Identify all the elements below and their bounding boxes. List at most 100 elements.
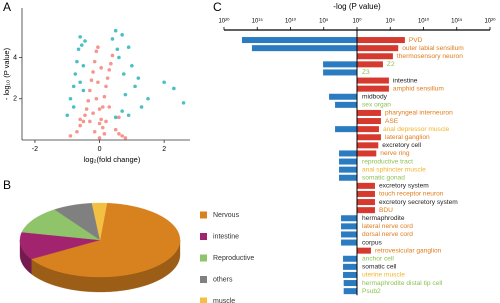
point [100, 105, 105, 109]
point [107, 105, 112, 109]
point [110, 53, 115, 58]
point [88, 119, 92, 124]
bar [343, 263, 357, 270]
point [94, 96, 99, 101]
bar [343, 280, 357, 287]
point [117, 55, 121, 60]
bar [357, 207, 375, 214]
x-tick-label: 10¹⁰ [285, 18, 297, 25]
bar [341, 215, 357, 222]
x-tick-label: 10¹⁵ [451, 18, 463, 25]
category-label: outer labial sensillum [402, 45, 464, 52]
legend-label: muscle [213, 298, 235, 303]
bar [357, 45, 399, 52]
point [113, 115, 118, 120]
category-label: lateral nerve cord [362, 223, 413, 230]
point [113, 127, 118, 132]
point [81, 88, 86, 93]
point [75, 129, 79, 134]
point [81, 119, 86, 124]
point [97, 121, 102, 126]
category-label: thermosensory neuron [397, 53, 463, 60]
point [181, 101, 186, 105]
point [73, 72, 78, 76]
point [110, 37, 115, 41]
bar [335, 101, 357, 108]
point [104, 84, 108, 89]
point [102, 94, 107, 99]
point [162, 80, 166, 85]
point [102, 132, 107, 136]
x-tick-label: 10⁵ [319, 18, 329, 25]
bar [339, 150, 357, 157]
panel-label: B [3, 178, 11, 192]
point [71, 105, 76, 109]
point [71, 84, 76, 89]
category-label: anchor cell [362, 256, 394, 263]
category-label: pharyngeal interneuron [385, 110, 453, 117]
point [83, 39, 87, 43]
point [126, 113, 131, 118]
category-label: corpus [362, 239, 382, 246]
point [117, 132, 121, 136]
bar [335, 126, 357, 133]
x-tick-label: 10⁵ [386, 18, 396, 25]
point [99, 66, 103, 70]
x-tick-label: 10¹⁵ [252, 18, 264, 25]
point [92, 129, 97, 134]
bar [357, 126, 379, 133]
bar [323, 69, 357, 76]
pie-slice [31, 202, 181, 278]
point [123, 136, 128, 140]
bar [339, 166, 357, 173]
point [130, 63, 134, 68]
legend-swatch [200, 233, 207, 240]
bar [357, 37, 405, 44]
category-label: touch receptor neuron [379, 191, 444, 198]
point [123, 92, 128, 97]
point [75, 59, 79, 64]
bar [357, 85, 389, 92]
bar [339, 158, 357, 165]
point [172, 86, 176, 91]
point [78, 35, 82, 39]
point [78, 80, 82, 85]
point [83, 113, 87, 118]
y-tick-label: 4 [13, 54, 17, 61]
y-tick-label: 2 [13, 96, 17, 103]
point [120, 33, 124, 37]
category-label: reproductive tract [362, 158, 413, 165]
point [96, 45, 100, 49]
point [84, 107, 89, 111]
point [68, 134, 73, 138]
category-label: PVD [409, 37, 423, 44]
point [120, 109, 124, 113]
bar [357, 190, 375, 197]
pie-slice [91, 202, 108, 241]
category-label: ASE [385, 118, 399, 125]
bar [357, 199, 375, 206]
legend-label: Nervous [213, 212, 240, 219]
bar [357, 77, 389, 84]
category-label: retrovesicular ganglion [375, 247, 442, 254]
bar [341, 231, 357, 238]
bar [339, 174, 357, 181]
point [94, 49, 99, 54]
point [88, 88, 92, 93]
point [133, 84, 137, 89]
x-tick-label: 2 [162, 146, 166, 153]
category-label: somatic cell [362, 264, 397, 271]
category-label: anal sphincter muscle [362, 166, 426, 173]
legend-label: intestine [213, 233, 239, 240]
category-label: hermaphrodite [362, 215, 405, 222]
point [107, 68, 112, 72]
legend-label: others [213, 276, 233, 283]
category-label: excretory secretory system [379, 199, 458, 206]
category-label: excretory system [379, 183, 429, 190]
point [81, 63, 86, 68]
bar [241, 37, 357, 44]
x-tick-label: 10¹⁰ [418, 18, 430, 25]
point [117, 115, 121, 120]
point [100, 125, 105, 130]
category-label: somatic gonad [362, 175, 405, 182]
